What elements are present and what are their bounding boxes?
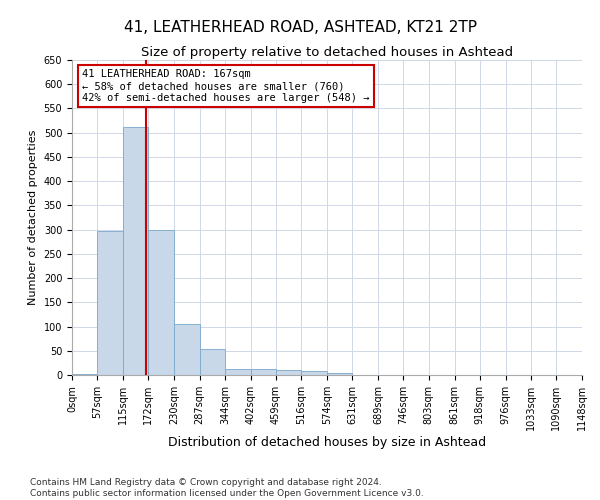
Text: 41, LEATHERHEAD ROAD, ASHTEAD, KT21 2TP: 41, LEATHERHEAD ROAD, ASHTEAD, KT21 2TP: [124, 20, 476, 35]
Title: Size of property relative to detached houses in Ashtead: Size of property relative to detached ho…: [141, 46, 513, 59]
Bar: [276, 370, 301, 375]
Bar: [301, 371, 327, 375]
Bar: [174, 324, 199, 375]
Bar: [225, 369, 251, 375]
Y-axis label: Number of detached properties: Number of detached properties: [28, 130, 38, 305]
Text: Contains HM Land Registry data © Crown copyright and database right 2024.
Contai: Contains HM Land Registry data © Crown c…: [30, 478, 424, 498]
Bar: [148, 230, 174, 375]
Bar: [97, 230, 123, 375]
Bar: [251, 369, 276, 375]
Text: 41 LEATHERHEAD ROAD: 167sqm
← 58% of detached houses are smaller (760)
42% of se: 41 LEATHERHEAD ROAD: 167sqm ← 58% of det…: [82, 70, 370, 102]
X-axis label: Distribution of detached houses by size in Ashtead: Distribution of detached houses by size …: [168, 436, 486, 448]
Bar: [123, 128, 148, 375]
Bar: [327, 372, 352, 375]
Bar: [199, 350, 225, 375]
Bar: [72, 374, 97, 375]
